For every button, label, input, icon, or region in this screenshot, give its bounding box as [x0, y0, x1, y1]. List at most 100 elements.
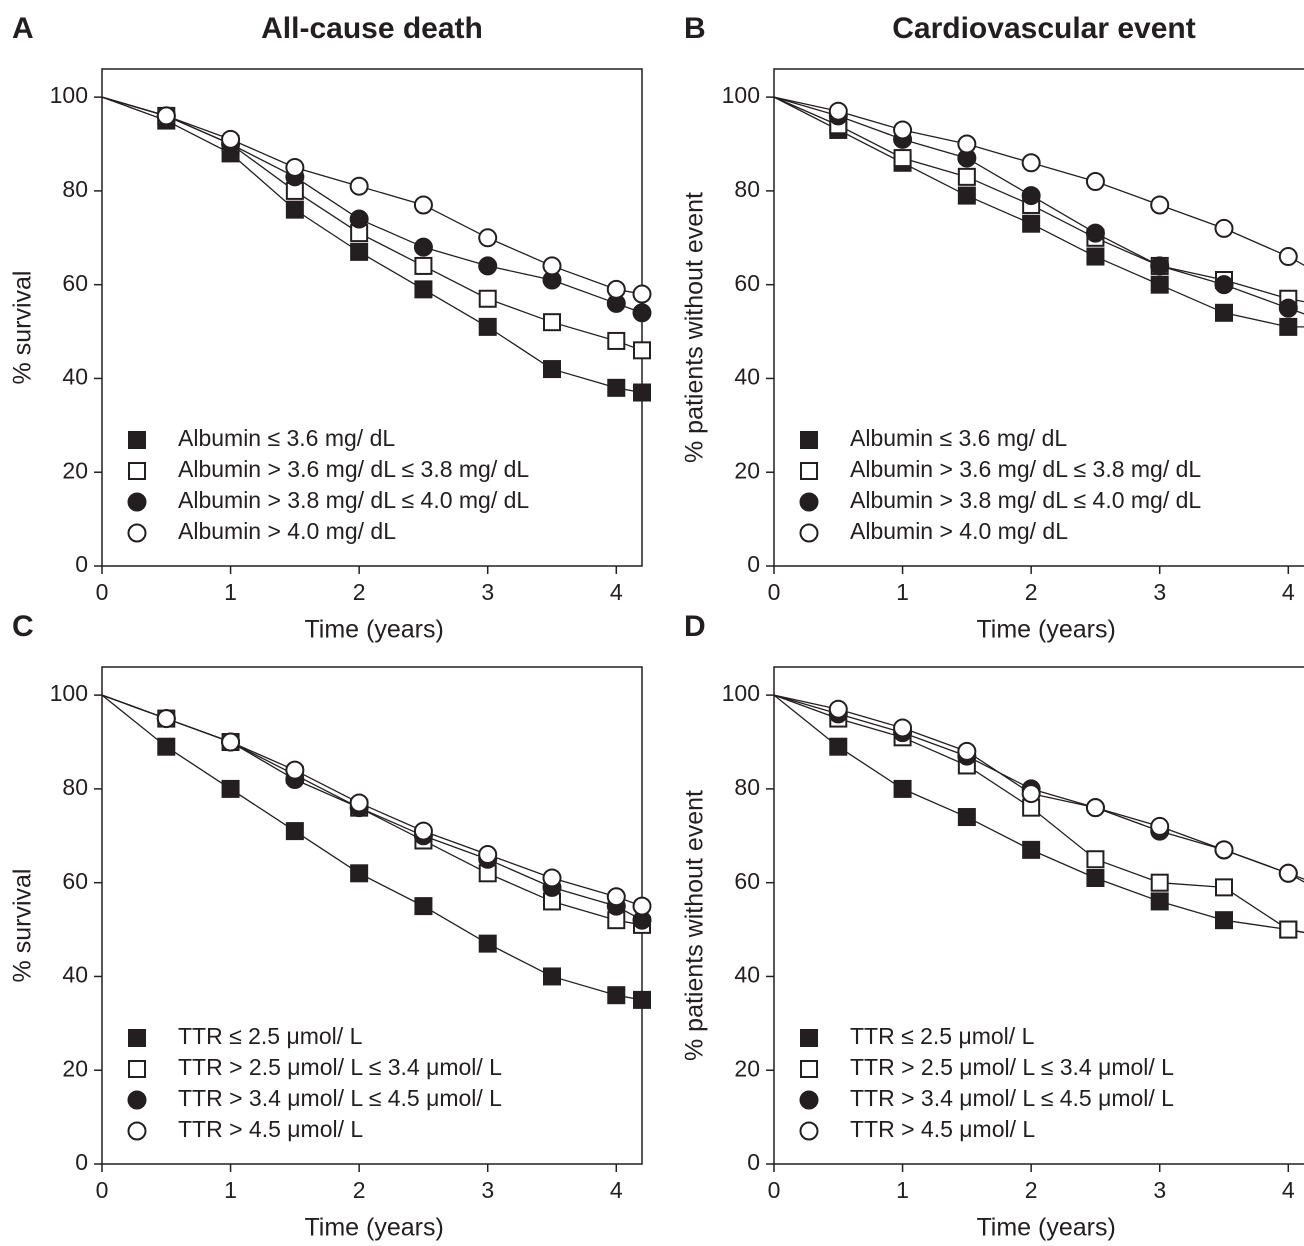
y-tick-label: 80 [734, 176, 760, 202]
marker [157, 737, 176, 756]
marker [350, 864, 369, 883]
panel-label: A [12, 12, 34, 45]
marker [957, 134, 977, 154]
y-axis-label: % patients without event [681, 192, 709, 463]
marker [1085, 223, 1105, 243]
legend-marker [128, 431, 146, 449]
legend-marker [799, 492, 819, 512]
marker [413, 195, 433, 215]
panel-title: All-cause death [261, 12, 483, 45]
marker [607, 378, 626, 397]
marker [1278, 247, 1298, 267]
legend-marker [127, 1090, 147, 1110]
legend-label: Albumin > 3.8 mg/ dL ≤ 4.0 mg/ dL [850, 487, 1201, 513]
survival-curve [101, 96, 643, 295]
legend-marker [127, 523, 147, 543]
legend-marker [128, 1029, 146, 1047]
panel-label: D [684, 610, 706, 643]
marker [1086, 868, 1105, 887]
legend-marker [799, 523, 819, 543]
y-tick-label: 40 [734, 962, 760, 988]
x-tick-label: 2 [353, 1177, 366, 1203]
marker [542, 256, 562, 276]
marker [414, 280, 433, 299]
marker [1150, 892, 1169, 911]
marker [543, 313, 561, 332]
x-tick-label: 4 [610, 1177, 623, 1203]
x-axis-label: Time (years) [304, 616, 443, 644]
marker [893, 718, 913, 738]
x-tick-label: 3 [1153, 579, 1166, 605]
legend-marker [127, 1121, 147, 1141]
y-tick-label: 100 [50, 680, 88, 706]
marker [478, 228, 498, 248]
x-tick-label: 1 [224, 579, 237, 605]
y-tick-label: 80 [734, 774, 760, 800]
x-tick-label: 1 [224, 1177, 237, 1203]
legend-label: TTR > 4.5 μmol/ L [178, 1116, 363, 1142]
marker [893, 120, 913, 140]
legend-label: TTR > 2.5 μmol/ L ≤ 3.4 μmol/ L [850, 1054, 1174, 1080]
marker [893, 149, 912, 168]
y-tick-label: 20 [734, 1055, 760, 1081]
y-tick-label: 60 [62, 270, 88, 296]
y-tick-label: 0 [747, 1149, 760, 1175]
y-tick-label: 40 [62, 962, 88, 988]
x-tick-label: 4 [1282, 1177, 1295, 1203]
marker [1150, 816, 1170, 836]
y-tick-label: 60 [734, 270, 760, 296]
x-tick-label: 0 [96, 1177, 109, 1203]
marker [1021, 186, 1041, 206]
legend-marker [799, 1090, 819, 1110]
y-tick-label: 20 [734, 457, 760, 483]
legend-label: Albumin > 3.6 mg/ dL ≤ 3.8 mg/ dL [850, 456, 1201, 482]
marker [1214, 275, 1234, 295]
legend-marker [800, 462, 818, 480]
marker [349, 209, 369, 229]
survival-curve [101, 96, 643, 314]
y-tick-label: 100 [50, 82, 88, 108]
marker [1021, 153, 1041, 173]
legend-marker [800, 1060, 818, 1078]
marker [478, 256, 498, 276]
y-tick-label: 0 [747, 551, 760, 577]
marker [478, 317, 497, 336]
marker [543, 360, 561, 379]
marker [285, 760, 305, 780]
legend-label: TTR > 3.4 μmol/ L ≤ 4.5 μmol/ L [850, 1085, 1174, 1111]
marker [413, 237, 433, 257]
x-tick-label: 4 [610, 579, 623, 605]
y-tick-label: 100 [722, 680, 760, 706]
survival-curve [101, 694, 643, 907]
x-tick-label: 3 [481, 1177, 494, 1203]
y-tick-label: 40 [62, 364, 88, 390]
y-tick-label: 80 [62, 176, 88, 202]
survival-curve [773, 694, 1304, 934]
legend-marker [800, 431, 818, 449]
marker [1086, 850, 1105, 869]
marker [632, 896, 652, 916]
legend-label: Albumin ≤ 3.6 mg/ dL [178, 425, 395, 451]
y-tick-label: 0 [75, 551, 88, 577]
legend-label: Albumin > 4.0 mg/ dL [850, 518, 1068, 544]
x-tick-label: 3 [1153, 1177, 1166, 1203]
marker [607, 986, 626, 1005]
legend-marker [799, 1121, 819, 1141]
marker [1214, 218, 1234, 238]
marker [542, 868, 562, 888]
x-tick-label: 3 [481, 579, 494, 605]
marker [1022, 214, 1041, 233]
marker [156, 106, 176, 126]
marker [221, 732, 241, 752]
survival-curve [773, 96, 1304, 328]
y-tick-label: 20 [62, 1055, 88, 1081]
x-axis-label: Time (years) [976, 616, 1115, 644]
marker [1085, 798, 1105, 818]
marker [957, 186, 976, 205]
panel-label: B [684, 12, 706, 45]
marker [350, 242, 369, 261]
marker [1278, 298, 1298, 318]
marker [349, 176, 369, 196]
